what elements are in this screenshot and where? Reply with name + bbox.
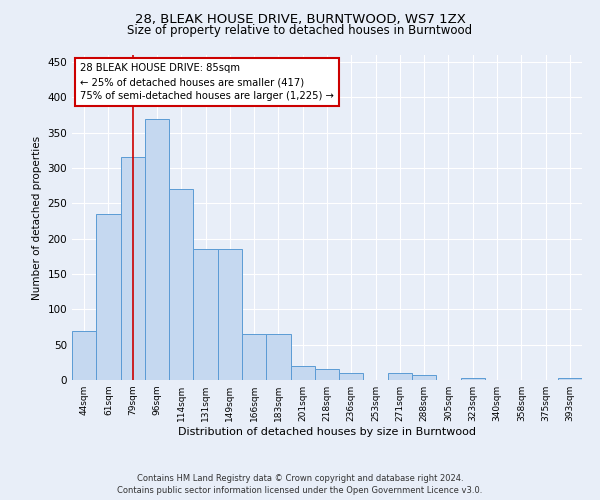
Text: 28 BLEAK HOUSE DRIVE: 85sqm
← 25% of detached houses are smaller (417)
75% of se: 28 BLEAK HOUSE DRIVE: 85sqm ← 25% of det… (80, 63, 334, 101)
Bar (412, 375, 436, 380)
Bar (218, 250, 242, 380)
Bar (169, 189, 193, 380)
Bar (461, 378, 485, 380)
Bar (266, 334, 290, 380)
Bar (242, 334, 266, 380)
Y-axis label: Number of detached properties: Number of detached properties (32, 136, 42, 300)
Bar (315, 370, 339, 380)
Text: 28, BLEAK HOUSE DRIVE, BURNTWOOD, WS7 1ZX: 28, BLEAK HOUSE DRIVE, BURNTWOOD, WS7 1Z… (134, 12, 466, 26)
Bar (290, 366, 315, 380)
Bar (193, 250, 218, 380)
Bar (145, 118, 169, 380)
Text: Contains HM Land Registry data © Crown copyright and database right 2024.
Contai: Contains HM Land Registry data © Crown c… (118, 474, 482, 495)
X-axis label: Distribution of detached houses by size in Burntwood: Distribution of detached houses by size … (178, 427, 476, 437)
Bar (96, 214, 121, 380)
Bar (339, 373, 364, 380)
Bar (558, 378, 582, 380)
Bar (121, 158, 145, 380)
Text: Size of property relative to detached houses in Burntwood: Size of property relative to detached ho… (127, 24, 473, 37)
Bar (388, 373, 412, 380)
Bar (72, 330, 96, 380)
